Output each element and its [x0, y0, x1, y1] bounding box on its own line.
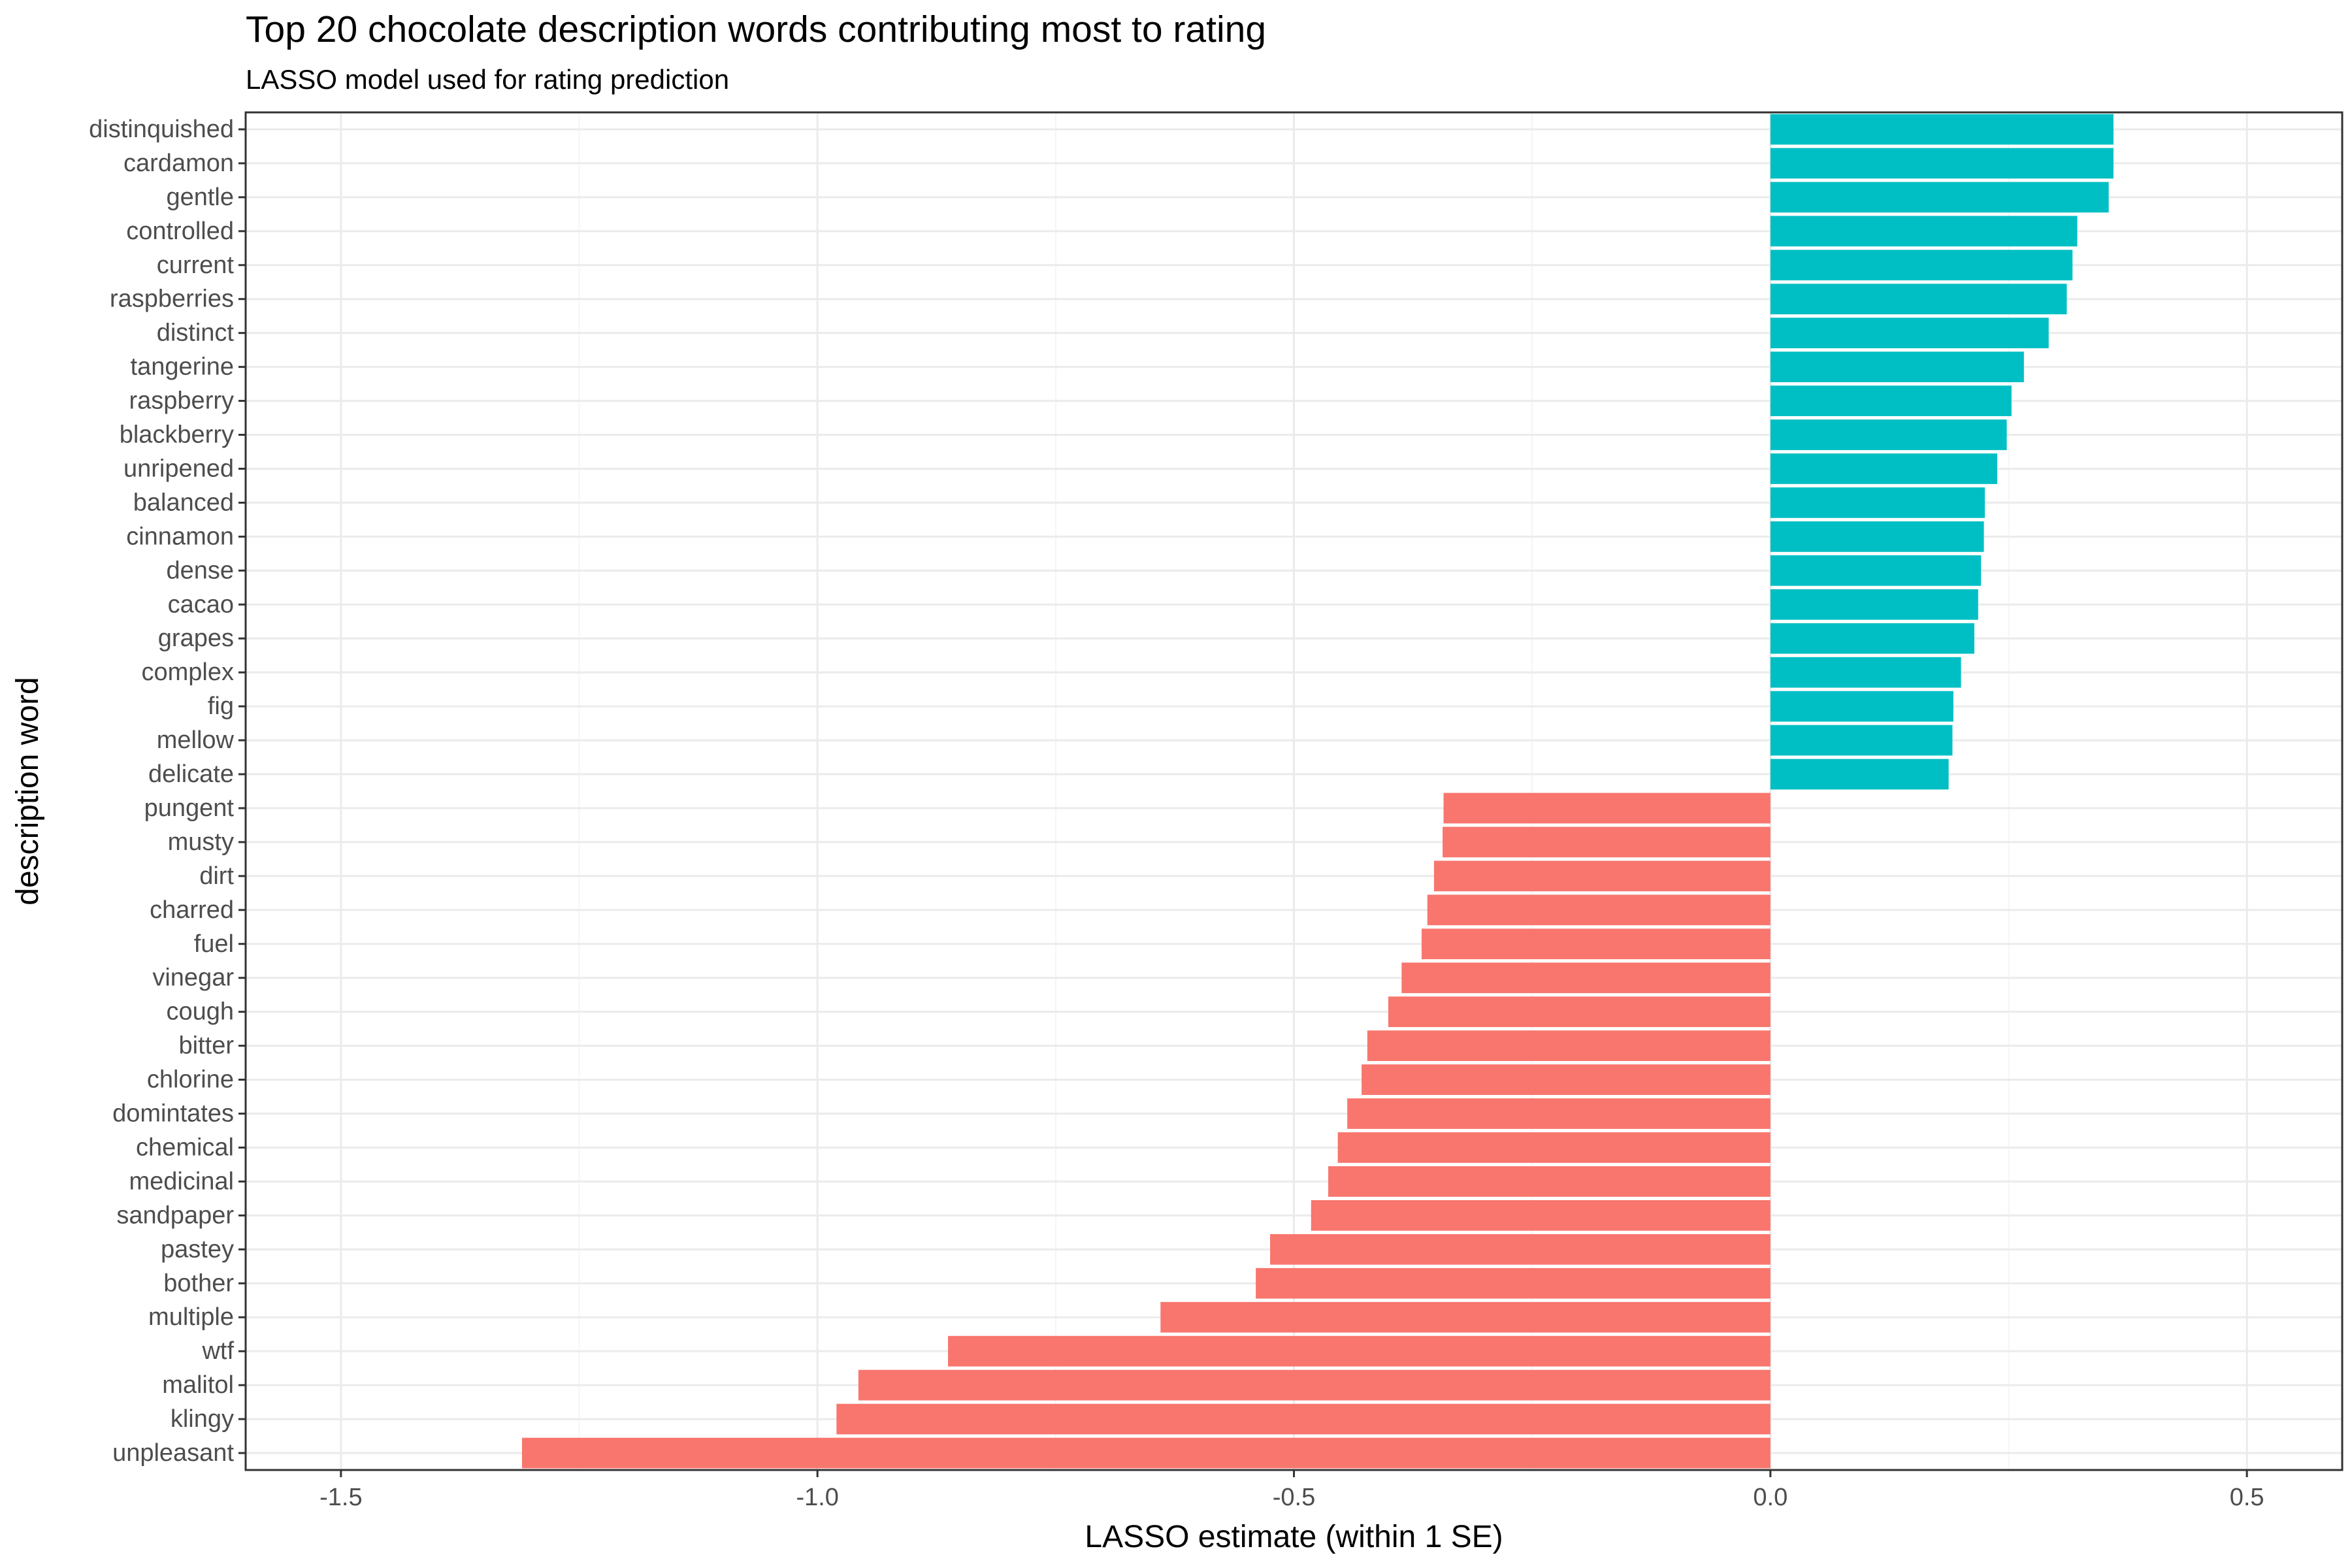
- bar-pastey: [1270, 1233, 1771, 1265]
- y-tick-label: fig: [208, 693, 234, 720]
- y-tick-label: klingy: [171, 1405, 234, 1433]
- bar-distinquished: [1770, 114, 2114, 145]
- bar-balanced: [1770, 487, 1985, 518]
- bar-chemical: [1337, 1132, 1771, 1163]
- y-tick-label: unripened: [123, 455, 234, 482]
- bar-bother: [1256, 1267, 1771, 1299]
- y-tick-label: distinquished: [89, 116, 234, 143]
- bar-vinegar: [1401, 962, 1771, 994]
- chart-title: Top 20 chocolate description words contr…: [246, 8, 1267, 50]
- bar-unpleasant: [522, 1437, 1771, 1469]
- bar-klingy: [836, 1403, 1771, 1435]
- bar-controlled: [1770, 216, 2078, 247]
- y-tick-label: cacao: [168, 591, 234, 618]
- bar-dense: [1770, 555, 1982, 586]
- gridlines: [246, 112, 2342, 1470]
- y-tick-label: wtf: [201, 1337, 234, 1365]
- bar-cinnamon: [1770, 521, 1984, 552]
- bar-cough: [1388, 996, 1771, 1028]
- y-tick-label: complex: [142, 659, 235, 686]
- y-tick-label: mellow: [157, 727, 235, 754]
- y-tick-label: delicate: [148, 760, 234, 788]
- x-tick-label: -1.5: [319, 1484, 362, 1511]
- y-tick-label: domintates: [112, 1100, 234, 1128]
- bar-current: [1770, 250, 2073, 281]
- bar-multiple: [1160, 1301, 1771, 1333]
- bar-charred: [1427, 894, 1771, 926]
- y-tick-label: pungent: [144, 794, 235, 822]
- bar-cacao: [1770, 589, 1978, 620]
- bar-raspberry: [1770, 385, 2012, 416]
- y-tick-label: balanced: [133, 489, 234, 516]
- bar-unripened: [1770, 453, 1997, 484]
- y-tick-label: bitter: [179, 1032, 235, 1060]
- y-tick-label: distinct: [157, 319, 235, 347]
- bar-malitol: [858, 1369, 1771, 1401]
- bar-grapes: [1770, 623, 1974, 654]
- y-axis: distinquished cardamon gentle controlled cur…: [89, 116, 246, 1467]
- y-tick-label: sandpaper: [116, 1201, 234, 1229]
- y-tick-label: controlled: [126, 218, 234, 245]
- bar-fuel: [1421, 928, 1771, 960]
- bar-mellow: [1770, 725, 1953, 756]
- x-tick-label: -1.0: [796, 1484, 838, 1511]
- y-tick-label: blackberry: [120, 421, 234, 449]
- y-tick-label: cardamon: [123, 150, 234, 177]
- x-axis: -1.5 -1.0 -0.5 0.0 0.5: [319, 1470, 2264, 1511]
- bar-tangerine: [1770, 351, 2024, 383]
- y-tick-label: vinegar: [152, 964, 234, 992]
- y-tick-label: medicinal: [129, 1168, 234, 1195]
- x-tick-label: 0.5: [2230, 1484, 2264, 1511]
- y-tick-label: current: [157, 252, 235, 279]
- bar-complex: [1770, 657, 1961, 688]
- y-tick-label: grapes: [158, 625, 234, 652]
- bar-blackberry: [1770, 419, 2007, 450]
- bars: [522, 114, 2114, 1469]
- y-tick-label: raspberry: [129, 387, 235, 415]
- bar-delicate: [1770, 759, 1949, 790]
- y-tick-label: tangerine: [131, 353, 234, 381]
- y-tick-label: gentle: [166, 184, 234, 211]
- y-tick-label: cinnamon: [126, 523, 234, 550]
- bar-gentle: [1770, 182, 2109, 213]
- y-tick-label: unpleasant: [112, 1439, 234, 1467]
- bar-cardamon: [1770, 148, 2114, 179]
- x-tick-label: -0.5: [1273, 1484, 1315, 1511]
- y-tick-label: bother: [163, 1269, 234, 1297]
- y-tick-label: chemical: [136, 1134, 234, 1161]
- bar-dirt: [1433, 860, 1771, 892]
- y-tick-label: charred: [150, 896, 234, 924]
- y-tick-label: malitol: [162, 1371, 234, 1399]
- bar-pungent: [1443, 792, 1771, 824]
- x-axis-title: LASSO estimate (within 1 SE): [1085, 1520, 1503, 1554]
- bar-medicinal: [1328, 1166, 1771, 1197]
- bar-raspberries: [1770, 284, 2067, 315]
- y-tick-label: musty: [168, 828, 234, 856]
- bar-wtf: [948, 1335, 1771, 1367]
- y-tick-label: dense: [166, 557, 234, 584]
- y-tick-label: chlorine: [147, 1066, 234, 1094]
- y-tick-label: fuel: [194, 930, 234, 958]
- y-axis-title: description word: [10, 677, 45, 906]
- bar-bitter: [1367, 1030, 1771, 1062]
- x-tick-label: 0.0: [1753, 1484, 1788, 1511]
- y-tick-label: dirt: [199, 862, 234, 890]
- y-tick-label: raspberries: [110, 286, 234, 313]
- y-tick-label: multiple: [148, 1303, 234, 1331]
- bar-fig: [1770, 691, 1953, 722]
- y-tick-label: cough: [166, 998, 234, 1026]
- bar-domintates: [1347, 1098, 1771, 1129]
- bar-musty: [1443, 826, 1771, 858]
- bar-chlorine: [1362, 1064, 1771, 1095]
- chart-subtitle: LASSO model used for rating prediction: [246, 64, 730, 95]
- bar-sandpaper: [1311, 1200, 1771, 1231]
- y-tick-label: pastey: [161, 1235, 234, 1263]
- bar-distinct: [1770, 318, 2049, 349]
